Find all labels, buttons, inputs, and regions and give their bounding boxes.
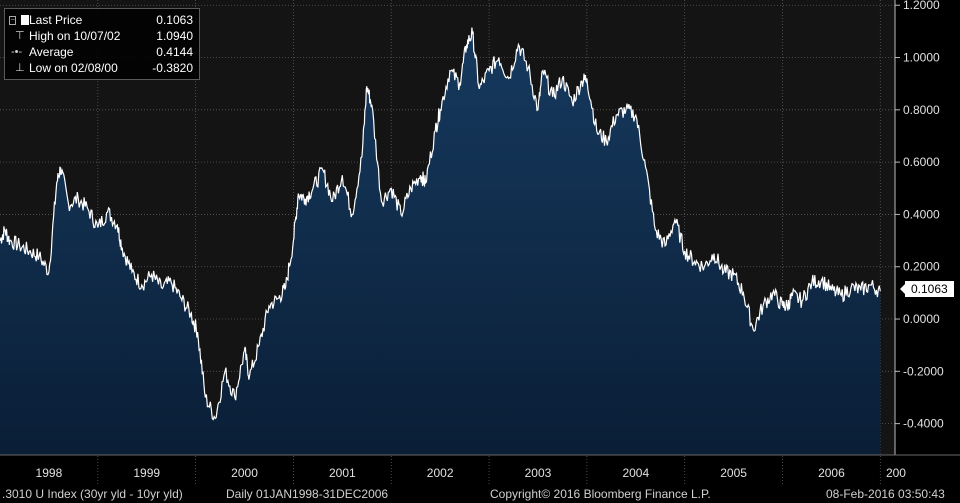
x-tick-label: 200 bbox=[886, 466, 906, 480]
y-tick-label: 0.0000 bbox=[903, 312, 940, 326]
legend-value: 0.4144 bbox=[156, 45, 193, 59]
legend-label: High on 10/07/02 bbox=[29, 29, 121, 43]
legend-row-last-price: − Last Price 0.1063 bbox=[9, 12, 193, 28]
footer-range: Daily 01JAN1998-31DEC2006 bbox=[226, 487, 389, 501]
legend-label: Low on 02/08/00 bbox=[29, 61, 118, 75]
y-tick-label: 0.8000 bbox=[903, 103, 940, 117]
x-tick-label: 1999 bbox=[133, 466, 160, 480]
legend: − Last Price 0.1063 ⊤ High on 10/07/02 1… bbox=[4, 8, 200, 80]
legend-value: -0.3820 bbox=[152, 61, 193, 75]
footer-index: .3010 U Index (30yr yld - 10yr yld) bbox=[2, 487, 183, 501]
x-axis: 1998 1999 2000 2001 2002 2003 2004 2005 2006 200 bbox=[0, 454, 960, 480]
x-tick-label: 2002 bbox=[427, 466, 454, 480]
average-line-icon: -•- bbox=[11, 46, 23, 58]
x-tick-label: 2005 bbox=[720, 466, 747, 480]
x-tick-label: 2001 bbox=[329, 466, 356, 480]
x-tick-label: 2006 bbox=[818, 466, 845, 480]
last-price-tag-text: 0.1063 bbox=[911, 282, 948, 296]
legend-label: Last Price bbox=[29, 13, 83, 27]
legend-row-high: ⊤ High on 10/07/02 1.0940 bbox=[9, 28, 193, 44]
footer-timestamp: 08-Feb-2016 03:50:43 bbox=[826, 487, 945, 501]
area-fill bbox=[0, 27, 881, 455]
collapse-icon[interactable]: − bbox=[9, 15, 17, 25]
y-tick-label: 0.6000 bbox=[903, 155, 940, 169]
y-tick-label: 0.2000 bbox=[903, 260, 940, 274]
x-tick-label: 1998 bbox=[36, 466, 63, 480]
y-tick-label: -0.2000 bbox=[903, 364, 944, 378]
footer: .3010 U Index (30yr yld - 10yr yld) Dail… bbox=[0, 486, 960, 503]
x-tick-label: 2000 bbox=[231, 466, 258, 480]
y-tick-label: 0.4000 bbox=[903, 207, 940, 221]
last-price-tag-pointer bbox=[900, 284, 905, 294]
y-tick-label: 1.0000 bbox=[903, 51, 940, 65]
white-square-icon bbox=[21, 15, 29, 25]
legend-row-low: ⊥ Low on 02/08/00 -0.3820 bbox=[9, 60, 193, 76]
last-price-tag-box bbox=[905, 281, 954, 297]
high-marker-icon: ⊤ bbox=[15, 30, 25, 42]
series-layer bbox=[0, 27, 881, 455]
x-tick-label: 2004 bbox=[622, 466, 649, 480]
legend-value: 0.1063 bbox=[156, 13, 193, 27]
last-price-tag: 0.1063 bbox=[900, 281, 954, 297]
y-axis: 1.2000 1.0000 0.8000 0.6000 0.4000 0.2000 0.00… bbox=[894, 0, 944, 455]
series-line bbox=[0, 27, 881, 421]
legend-value: 1.0940 bbox=[156, 29, 193, 43]
x-tick-label: 2003 bbox=[525, 466, 552, 480]
footer-copyright: Copyright© 2016 Bloomberg Finance L.P. bbox=[490, 487, 711, 501]
legend-label: Average bbox=[29, 45, 74, 59]
low-marker-icon: ⊥ bbox=[15, 62, 25, 74]
y-tick-label: 1.2000 bbox=[903, 0, 940, 12]
y-tick-label: -0.4000 bbox=[903, 417, 944, 431]
legend-row-average: -•- Average 0.4144 bbox=[9, 44, 193, 60]
